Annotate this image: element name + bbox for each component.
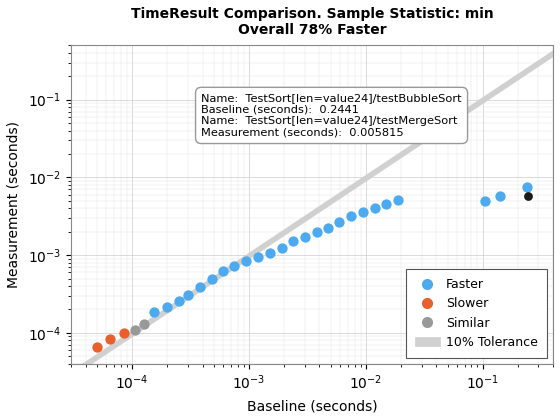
Point [277,244,286,251]
Point [289,238,298,245]
Point [207,275,216,282]
Point [347,213,356,219]
Point [382,200,391,207]
Point [195,284,204,290]
Point [522,184,531,190]
Point [265,250,274,257]
Point [230,262,239,269]
Point [495,193,504,199]
Point [163,304,172,310]
Point [119,329,128,336]
Point [92,344,101,351]
Point [174,297,183,304]
Point [394,197,403,203]
Y-axis label: Measurement (seconds): Measurement (seconds) [7,121,21,288]
Point [371,205,380,212]
Point [184,291,193,298]
Point [480,198,489,205]
Point [254,254,263,260]
Point [218,268,227,275]
Point [300,234,309,241]
Legend: Faster, Slower, Similar, 10% Tolerance: Faster, Slower, Similar, 10% Tolerance [406,269,547,357]
Text: Name:  TestSort[len=value24]/testBubbleSort
Baseline (seconds):  0.2441
Name:  T: Name: TestSort[len=value24]/testBubbleSo… [201,93,462,138]
Point [130,326,139,333]
Point [358,208,367,215]
Point [242,258,251,265]
Point [106,336,115,342]
Point [139,320,148,327]
Point [150,309,159,315]
Point [524,192,533,199]
Point [312,228,321,235]
Title: TimeResult Comparison. Sample Statistic: min
Overall 78% Faster: TimeResult Comparison. Sample Statistic:… [130,7,493,37]
Point [335,218,344,225]
X-axis label: Baseline (seconds): Baseline (seconds) [247,399,377,413]
Point [323,224,332,231]
